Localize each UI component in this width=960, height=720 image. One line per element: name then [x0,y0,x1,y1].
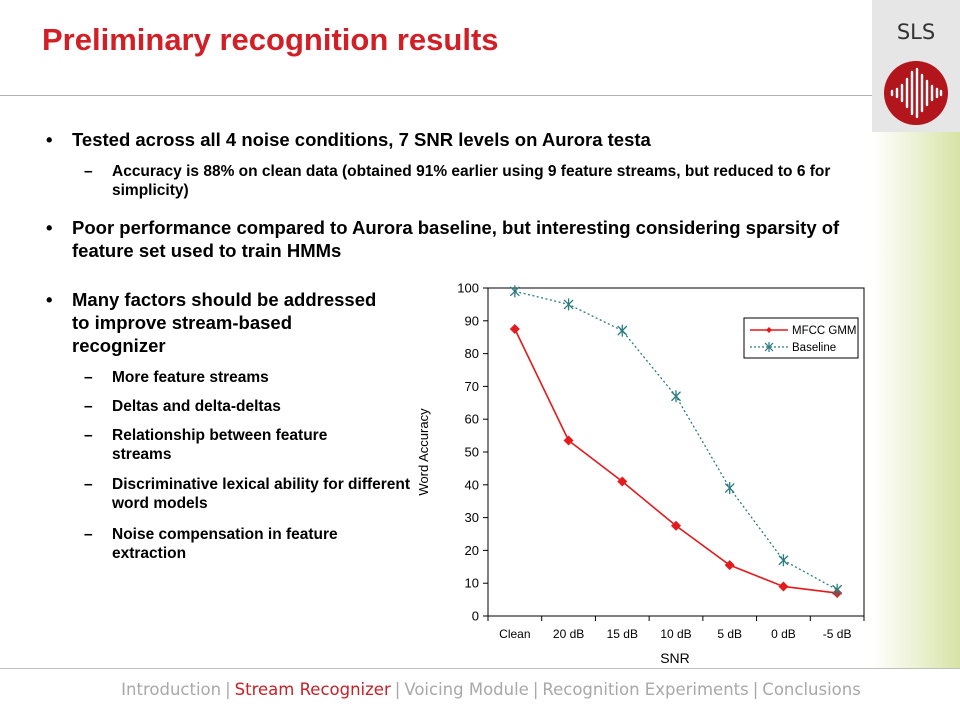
legend-baseline-label: Baseline [792,342,836,354]
x-tick-label: 5 dB [717,627,742,641]
y-tick-label: 30 [465,510,479,525]
y-tick-label: 40 [465,477,479,492]
footer-divider [0,668,960,669]
footer-separator: | [752,680,759,699]
footer-separator: | [225,680,231,699]
bullet-tested: Tested across all 4 noise conditions, 7 … [42,128,872,151]
footer-item-recognition-experiments[interactable]: Recognition Experiments [542,680,749,699]
data-point-baseline [509,285,520,298]
word-accuracy-chart: 0 10 20 30 40 50 60 70 80 90 100 Clean 20 dB 15 dB 10… [416,281,865,666]
footer-separator: | [394,680,401,699]
data-point-mfcc [671,520,681,531]
x-tick-label: 15 dB [607,627,638,641]
x-tick-label: 10 dB [660,627,691,641]
sub-bullet-accuracy: Accuracy is 88% on clean data (obtained … [84,162,882,200]
footer-separator: | [532,680,539,699]
bullet-poor-performance: Poor performance compared to Aurora base… [42,216,862,262]
data-point-baseline [671,390,681,403]
x-axis-label: SNR [660,650,690,666]
legend-mfcc-label: MFCC GMM [792,325,857,337]
footer-nav: Introduction | Stream Recognizer | Voicing M… [0,680,960,699]
footer-item-stream-recognizer[interactable]: Stream Recognizer [234,680,391,699]
y-tick-label: 20 [465,543,479,558]
data-point-mfcc [724,560,735,571]
y-tick-label: 80 [465,346,479,361]
data-point-baseline [617,324,628,337]
sub-bullet-relationship: Relationship between feature streams [84,426,342,464]
y-tick-label: 60 [465,412,479,427]
legend-mfcc-marker [766,327,772,333]
slide-title: Preliminary recognition results [42,22,499,57]
footer-item-conclusions[interactable]: Conclusions [762,680,861,699]
legend-baseline-marker [764,342,774,352]
logo-text: SLS [896,20,936,44]
footer-item-voicing-module[interactable]: Voicing Module [404,680,529,699]
y-tick-label: 70 [465,379,479,394]
y-tick-label: 100 [457,281,479,296]
data-point-mfcc [617,476,628,487]
sls-logo-icon [884,61,948,125]
y-tick-label: 0 [472,609,479,624]
x-tick-label: 0 dB [771,627,796,641]
sub-bullet-feature-streams: More feature streams [84,368,402,387]
title-divider [0,95,872,96]
data-point-mfcc [778,581,789,592]
bullet-many-factors: Many factors should be addressed to impr… [42,288,390,357]
y-tick-label: 50 [465,445,479,460]
data-point-baseline [724,482,735,495]
sub-bullet-noise-compensation: Noise compensation in feature extraction [84,525,382,563]
data-point-mfcc [563,435,574,446]
sub-bullet-discriminative: Discriminative lexical ability for diffe… [84,475,412,513]
data-point-baseline [778,554,789,567]
y-tick-label: 10 [465,576,479,591]
legend-box [743,317,859,359]
sub-bullet-deltas: Deltas and delta-deltas [84,397,402,416]
x-tick-label: 20 dB [553,627,584,641]
footer-item-introduction[interactable]: Introduction [121,680,222,699]
x-tick-label: Clean [499,627,530,641]
x-tick-label: -5 dB [823,627,852,641]
chart-legend: MFCC GMM Baseline [743,317,859,359]
data-point-baseline [832,583,843,596]
y-axis-label: Word Accuracy [416,408,431,496]
y-tick-label: 90 [465,313,479,328]
data-point-baseline [563,298,574,311]
